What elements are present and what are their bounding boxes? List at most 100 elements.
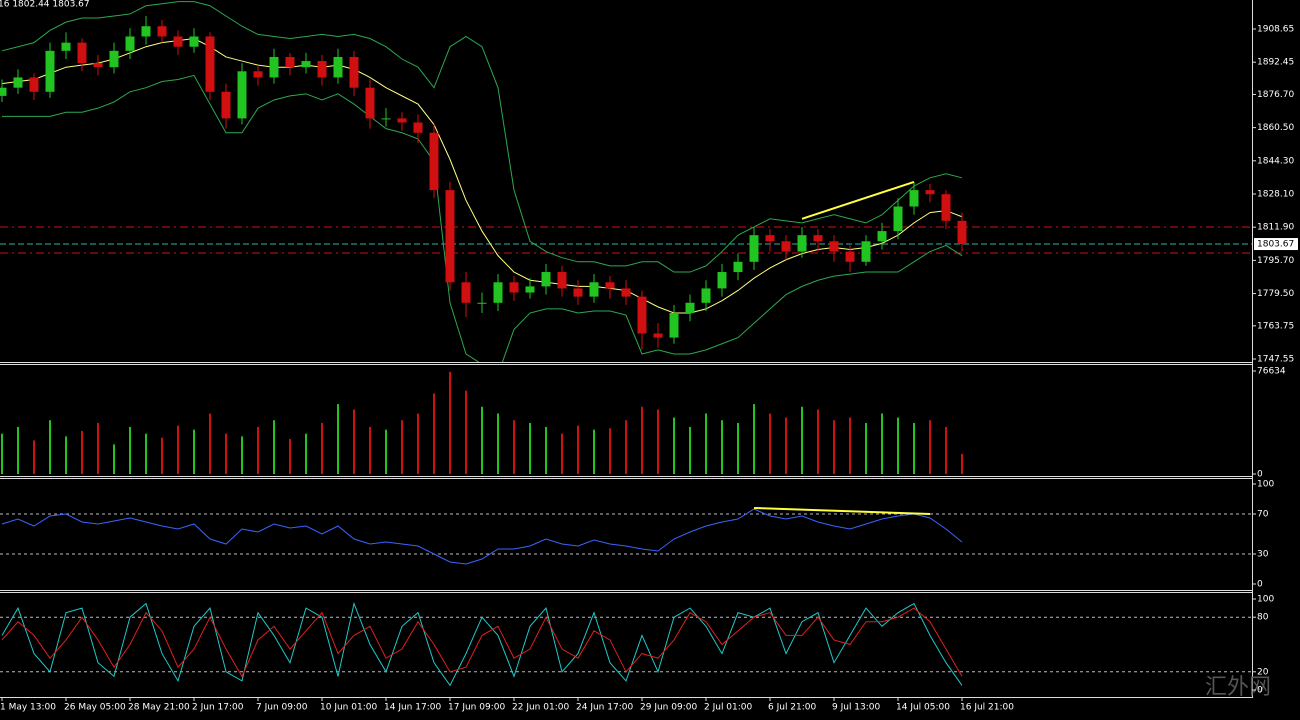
candle-body (237, 71, 247, 119)
candle-body (429, 132, 439, 191)
volume-bar (689, 426, 691, 474)
volume-bar (561, 433, 563, 474)
volume-bar (545, 426, 547, 474)
y-tick-label: 20 (1257, 667, 1269, 677)
volume-bar (609, 428, 611, 474)
volume-bar (465, 390, 467, 474)
candle-body (365, 87, 375, 119)
y-tick-label: 1747.55 (1257, 355, 1294, 365)
x-tick-label: 24 Jun 17:00 (576, 703, 633, 713)
volume-bar (385, 429, 387, 474)
volume-bar (417, 413, 419, 474)
y-tick-label: 1779.50 (1257, 289, 1294, 299)
volume-bar (577, 425, 579, 474)
volume-bar (817, 409, 819, 474)
volume-bar (257, 426, 259, 474)
x-tick-label: 26 May 05:00 (64, 703, 126, 713)
volume-bar (449, 371, 451, 474)
volume-bar (177, 425, 179, 474)
x-tick-label: 14 Jul 05:00 (896, 703, 950, 713)
trendline (801, 180, 915, 220)
candle-body (413, 122, 423, 133)
volume-bar (353, 409, 355, 474)
y-tick-label: 1892.45 (1257, 58, 1294, 68)
candle-body (893, 206, 903, 232)
y-tick-label: 76634 (1257, 367, 1286, 377)
candle-body (125, 36, 135, 51)
volume-bar (225, 433, 227, 474)
volume-bar (481, 406, 483, 474)
y-tick-label: 1844.30 (1257, 156, 1294, 166)
volume-bar (49, 420, 51, 474)
x-tick-label: 2 Jul 01:00 (704, 703, 753, 713)
x-tick-label: 6 Jul 21:00 (768, 703, 817, 713)
symbol-quote: 16 1802.44 1803.67 (0, 0, 90, 10)
volume-bar (881, 413, 883, 474)
volume-bar (113, 444, 115, 474)
candle-body (205, 36, 215, 92)
volume-bar (401, 420, 403, 474)
watermark: 汇外网 (1205, 675, 1271, 700)
volume-bar (209, 413, 211, 474)
volume-bar (593, 429, 595, 474)
candle-body (733, 261, 743, 273)
candle-body (685, 302, 695, 314)
candle-body (701, 288, 711, 303)
volume-bar (369, 426, 371, 474)
candle-body (317, 61, 327, 78)
candle-body (301, 61, 311, 68)
volume-bar (1, 433, 3, 474)
volume-bar (641, 406, 643, 474)
frame (0, 0, 1253, 698)
volume-bar (81, 430, 83, 474)
candle-body (189, 36, 199, 47)
volume-bar (241, 436, 243, 474)
y-tick-label: 1860.50 (1257, 123, 1294, 133)
y-tick-label: 1876.70 (1257, 90, 1294, 100)
volume-bar (849, 417, 851, 474)
x-tick-label: 28 May 21:00 (128, 703, 190, 713)
indicator-line (1, 601, 963, 687)
candle-body (349, 56, 359, 88)
volume-bar (65, 436, 67, 474)
volume-bar (945, 426, 947, 474)
volume-bar (145, 433, 147, 474)
volume-bar (129, 426, 131, 474)
x-tick-label: 22 Jun 01:00 (512, 703, 569, 713)
volume-bar (833, 420, 835, 474)
y-tick-label: 70 (1257, 510, 1269, 520)
candle-body (477, 302, 487, 304)
candle-body (813, 235, 823, 242)
candle-body (765, 235, 775, 242)
volume-bar (961, 453, 963, 474)
candle-body (157, 26, 167, 37)
candle-body (285, 56, 295, 68)
x-tick-label: 9 Jul 13:00 (832, 703, 881, 713)
volume-bar (657, 409, 659, 474)
y-tick-label: 1828.10 (1257, 190, 1294, 200)
candle-body (13, 77, 23, 88)
candle-body (669, 313, 679, 338)
volume-bar (705, 413, 707, 474)
candle-body (877, 231, 887, 242)
candle-body (493, 282, 503, 303)
volume-bar (529, 422, 531, 474)
volume-bar (97, 422, 99, 474)
volume-bar (865, 422, 867, 474)
volume-bar (321, 422, 323, 474)
candle-body (77, 42, 87, 64)
volume-bar (785, 417, 787, 474)
candle-body (109, 50, 119, 68)
candle-body (333, 56, 343, 78)
candle-body (0, 87, 7, 96)
y-tick-label: 1811.90 (1257, 223, 1294, 233)
indicator-line (1, 508, 963, 565)
candle-body (957, 220, 967, 245)
volume-bar (737, 422, 739, 474)
price-pane (0, 1, 1252, 362)
candle-body (445, 190, 455, 283)
candle-body (381, 118, 391, 120)
y-tick-label: 1795.70 (1257, 256, 1294, 266)
candle-body (557, 272, 567, 289)
